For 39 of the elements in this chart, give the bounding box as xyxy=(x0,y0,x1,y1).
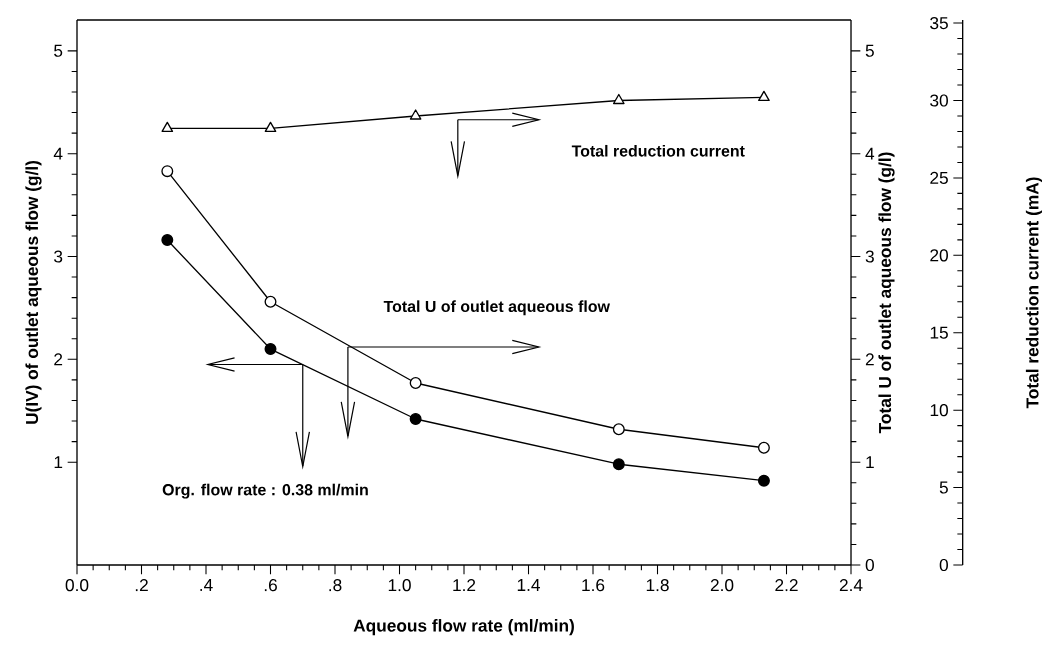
y2-axis-title: Total U of outlet aqueous flow (g/l) xyxy=(878,152,895,434)
y-tick-label: 4 xyxy=(53,147,63,160)
y2-tick-label: 0 xyxy=(865,558,874,572)
x-tick-label: 1.2 xyxy=(453,579,476,592)
x-tick-label: 1.8 xyxy=(646,579,669,592)
y-axis-title: U(IV) of outlet aqueous flow (g/l) xyxy=(25,160,42,424)
annotation: Org. flow rate : 0.38 ml/min xyxy=(162,483,368,499)
x-tick-label: 0.0 xyxy=(65,579,89,592)
y-tick-label: 5 xyxy=(54,44,63,57)
text: Total U of outlet aqueous flow xyxy=(383,300,610,316)
x-axis-title: Aqueous flow rate (ml/min) xyxy=(353,619,574,636)
y2-tick-label: 4 xyxy=(865,147,875,160)
x-tick-label: .8 xyxy=(329,579,342,592)
x-tick-label: .2 xyxy=(135,579,148,592)
x-tick-label: .4 xyxy=(200,579,213,591)
y3-tick-label: 25 xyxy=(930,171,948,185)
y-tick-label: 3 xyxy=(54,250,63,263)
x-tick-label: 2.0 xyxy=(710,579,734,592)
y3-tick-label: 30 xyxy=(930,94,948,107)
y-tick-label: 1 xyxy=(54,456,63,469)
y3-tick-label: 0 xyxy=(939,558,948,572)
y3-tick-label: 15 xyxy=(930,326,948,339)
y2-tick-label: 3 xyxy=(865,250,874,263)
y3-axis-title: Total reduction current (mA) xyxy=(1025,177,1042,409)
y3-tick-label: 10 xyxy=(930,404,948,417)
text: Total reduction current xyxy=(571,144,745,157)
x-tick-label: .6 xyxy=(264,579,277,592)
x-tick-label: 1.4 xyxy=(517,579,541,591)
y2-tick-label: 1 xyxy=(866,456,874,469)
y3-tick-label: 5 xyxy=(939,481,948,494)
y-tick-label: 2 xyxy=(54,353,63,366)
y2-tick-label: 5 xyxy=(865,44,874,57)
y3-tick-label: 20 xyxy=(930,249,948,262)
y2-tick-label: 2 xyxy=(865,353,874,366)
x-tick-label: 2.2 xyxy=(775,579,798,592)
x-tick-label: 2.4 xyxy=(839,579,863,592)
x-tick-label: 1.0 xyxy=(388,579,411,592)
y3-tick-label: 35 xyxy=(930,16,948,30)
x-tick-label: 1.6 xyxy=(582,579,605,592)
